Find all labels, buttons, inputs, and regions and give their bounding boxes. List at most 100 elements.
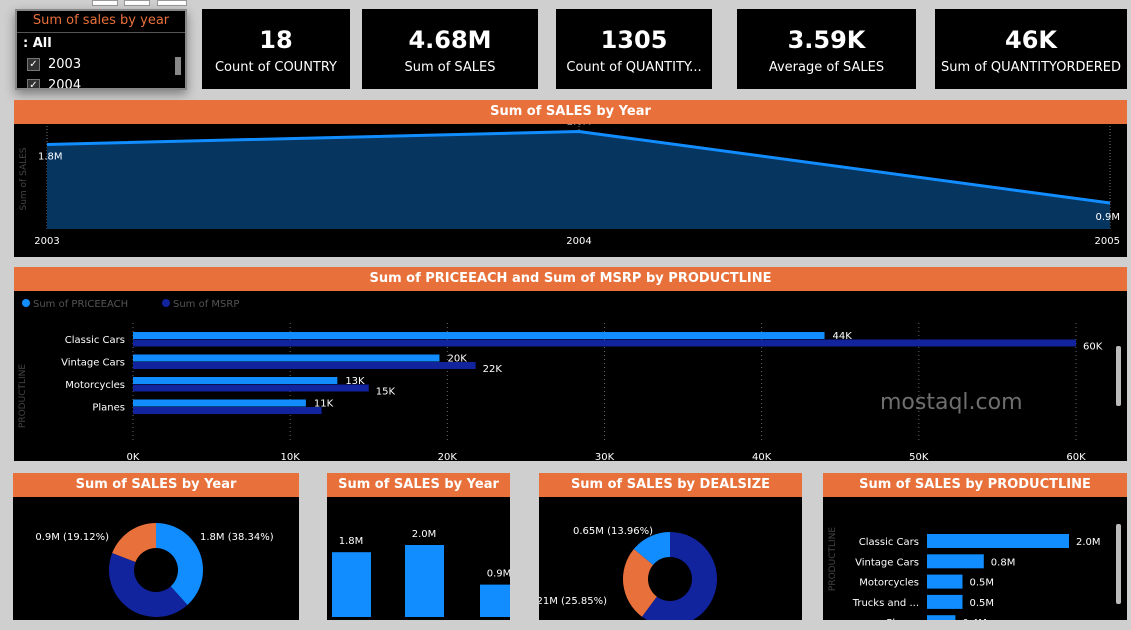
checkbox-icon[interactable]: ✓ <box>27 58 40 71</box>
donut-year-panel: Sum of SALES by Year 1.8M (38.34%)1.99M … <box>13 473 299 630</box>
data-label: 13K <box>345 376 365 387</box>
x-tick-label: 10K <box>281 452 301 461</box>
kpi-value: 18 <box>259 26 293 54</box>
bar <box>927 574 963 589</box>
kpi-value: 3.59K <box>787 26 866 54</box>
data-label: 0.4M <box>962 618 987 620</box>
bar <box>133 407 322 414</box>
bar <box>133 354 440 362</box>
watermark: mostaql.com <box>880 390 1023 415</box>
area-line <box>46 129 1111 205</box>
donut-slice <box>108 553 188 617</box>
kpi-label: Count of COUNTRY <box>214 60 338 75</box>
chart-title: Sum of SALES by Year <box>327 473 510 497</box>
data-label: 15K <box>376 387 396 398</box>
y-axis-label: PRODUCTLINE <box>18 364 28 428</box>
kpi-value: 4.68M <box>408 26 492 54</box>
kpi-card-average-sales: 3.59K Average of SALES <box>737 9 916 89</box>
kpi-label: Sum of QUANTITYORDERED <box>940 60 1121 75</box>
productline-bar-panel: Sum of SALES by PRODUCTLINE PRODUCTLINE C… <box>823 473 1127 630</box>
x-tick-label: 60K <box>1066 452 1086 461</box>
bar <box>133 332 825 339</box>
donut-slice <box>641 532 717 626</box>
slicer-select-all[interactable]: : All <box>23 36 52 51</box>
x-tick-label: 40K <box>752 452 772 461</box>
data-label: 0.5M <box>970 578 995 589</box>
x-tick-label: 50K <box>909 452 929 461</box>
category-label: Trucks and ... <box>852 598 919 609</box>
data-label: 22K <box>483 364 503 375</box>
data-label: 0.9M <box>487 569 510 580</box>
donut-chart-dealsize: 2.82M (60.19%)1.21M (25.85%)0.65M (13.96… <box>527 526 769 630</box>
column-year-panel: Sum of SALES by Year 1.8M20032.0M20040.9… <box>327 473 519 630</box>
slicer-title: Sum of sales by year <box>17 11 185 33</box>
year-slicer[interactable]: Sum of sales by year : All ✓ 2003 ✓ 2004 <box>15 9 187 90</box>
data-label: 1.21M (25.85%) <box>539 596 607 607</box>
category-label: Planes <box>886 618 919 620</box>
data-label: 44K <box>833 331 853 342</box>
x-tick-label: 2005 <box>1095 236 1120 247</box>
kpi-label: Average of SALES <box>768 60 885 75</box>
focus-mode-button[interactable] <box>92 0 118 6</box>
bar-chart-productline: PRODUCTLINE Classic Cars 2.0M Vintage Cars 0… <box>828 524 1121 630</box>
bar <box>133 384 369 392</box>
bar <box>133 362 476 369</box>
bar <box>927 534 1069 548</box>
data-label: 1.8M <box>339 536 364 547</box>
checkbox-icon[interactable]: ✓ <box>27 79 40 88</box>
legend-marker <box>22 299 30 307</box>
scrollbar <box>1116 346 1121 406</box>
chart-title: Sum of PRICEEACH and Sum of MSRP by PROD… <box>14 267 1127 291</box>
kpi-label: Sum of SALES <box>404 60 496 75</box>
data-label: 0.8M <box>991 557 1016 568</box>
x-tick-label: 30K <box>595 452 615 461</box>
bar <box>927 554 984 569</box>
kpi-card-count-quantity: 1305 Count of QUANTITY... <box>556 9 712 89</box>
data-label: 2.0M <box>567 124 592 128</box>
category-label: Classic Cars <box>65 335 125 346</box>
data-label: 2.0M <box>1076 537 1101 548</box>
bar <box>133 377 338 384</box>
chart-title: Sum of SALES by PRODUCTLINE <box>823 473 1127 497</box>
donut-chart-year: 1.8M (38.34%)1.99M (42.54%)0.9M (19.12%) <box>29 523 274 630</box>
data-label: 0.5M <box>970 598 995 609</box>
filter-button[interactable] <box>157 0 187 6</box>
slicer-item[interactable]: ✓ 2003 <box>17 54 185 75</box>
kpi-value: 1305 <box>600 26 668 54</box>
slicer-item[interactable]: ✓ 2004 <box>17 75 185 90</box>
chart-title: Sum of SALES by DEALSIZE <box>539 473 802 497</box>
legend-marker <box>162 299 170 307</box>
legend-label: Sum of MSRP <box>173 299 239 310</box>
data-label: 20K <box>447 354 467 365</box>
bar-chart-panel: Sum of PRICEEACH and Sum of MSRP by PROD… <box>14 267 1127 481</box>
kpi-card-sum-quantityordered: 46K Sum of QUANTITYORDERED <box>935 9 1127 89</box>
data-label: 11K <box>314 399 334 410</box>
column <box>405 545 444 617</box>
data-label: 2.0M <box>412 529 437 540</box>
slicer-scrollbar[interactable] <box>175 57 181 75</box>
bar <box>133 339 1076 347</box>
kpi-card-sum-sales: 4.68M Sum of SALES <box>362 9 538 89</box>
kpi-card-count-country: 18 Count of COUNTRY <box>202 9 350 89</box>
x-tick-label: 0K <box>127 452 140 461</box>
data-label: 60K <box>1083 342 1103 353</box>
data-label: 0.9M (19.12%) <box>35 532 109 543</box>
donut-dealsize-panel: Sum of SALES by DEALSIZE 2.82M (60.19%)1… <box>527 473 802 630</box>
donut-slice <box>633 532 670 565</box>
column <box>480 584 519 617</box>
x-tick-label: 2003 <box>34 236 59 247</box>
bar <box>133 399 306 407</box>
x-tick-label: 20K <box>438 452 458 461</box>
chart-title: Sum of SALES by Year <box>13 473 299 497</box>
more-options-button[interactable] <box>124 0 150 6</box>
clustered-bar-chart: Sum of PRICEEACH Sum of MSRP PRODUCTLINE 0K… <box>18 299 1121 481</box>
slicer-item-label: 2004 <box>48 78 82 90</box>
category-label: Motorcycles <box>859 578 919 589</box>
data-label: 0.65M (13.96%) <box>573 526 653 537</box>
legend-label: Sum of PRICEEACH <box>33 299 128 310</box>
area-chart-panel: Sum of SALES by Year Sum of SALES 1.8M 200… <box>14 100 1127 257</box>
donut-slice <box>112 523 156 563</box>
area-fill <box>47 131 1110 229</box>
bar <box>927 594 963 609</box>
